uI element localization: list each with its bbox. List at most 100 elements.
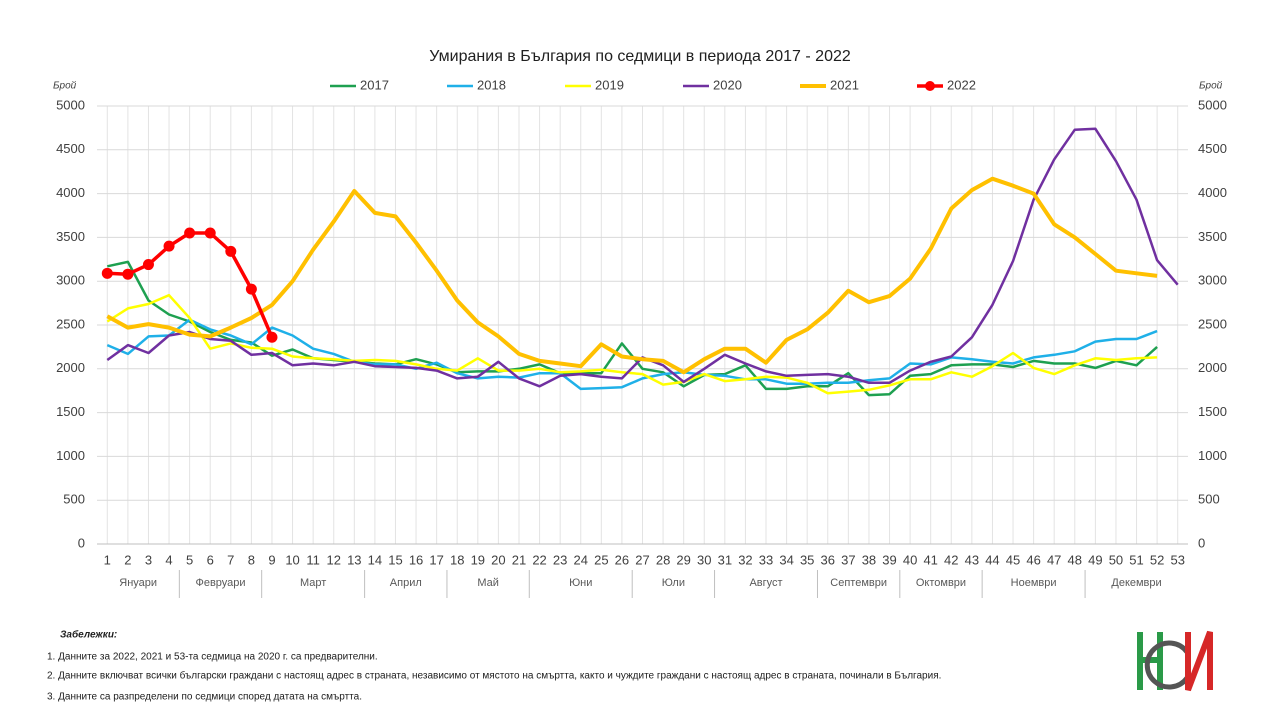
x-tick-label: 53 <box>1170 552 1184 567</box>
series-marker <box>266 331 278 343</box>
x-tick-label: 5 <box>186 552 193 567</box>
month-label: Септември <box>830 577 887 589</box>
series-marker <box>225 245 237 257</box>
legend-label: 2019 <box>595 77 624 92</box>
month-label: Април <box>390 577 422 589</box>
x-tick-label: 6 <box>207 552 214 567</box>
x-tick-label: 12 <box>326 552 340 567</box>
legend-label: 2022 <box>947 77 976 92</box>
x-tick-label: 30 <box>697 552 711 567</box>
x-tick-label: 15 <box>388 552 402 567</box>
y-tick-label: 3500 <box>56 229 85 244</box>
month-label: Октомври <box>916 577 966 589</box>
series-marker <box>245 283 257 295</box>
x-tick-label: 29 <box>676 552 690 567</box>
legend-label: 2020 <box>713 77 742 92</box>
x-tick-label: 45 <box>1006 552 1020 567</box>
note: 3. Данните са разпределени по седмици сп… <box>47 692 362 703</box>
x-tick-label: 50 <box>1109 552 1123 567</box>
series-marker <box>204 227 216 239</box>
x-tick-label: 40 <box>903 552 917 567</box>
legend-marker <box>925 81 935 91</box>
x-tick-label: 17 <box>429 552 443 567</box>
chart-title: Умирания в България по седмици в периода… <box>429 48 851 65</box>
logo <box>1137 630 1213 692</box>
y-tick-label: 500 <box>63 492 85 507</box>
x-tick-label: 25 <box>594 552 608 567</box>
series-marker <box>101 267 113 279</box>
month-label: Януари <box>119 577 157 589</box>
notes-heading: Забележки: <box>60 629 117 641</box>
x-tick-label: 38 <box>862 552 876 567</box>
x-tick-label: 51 <box>1129 552 1143 567</box>
x-tick-label: 19 <box>471 552 485 567</box>
series-marker <box>163 240 175 252</box>
x-tick-label: 7 <box>227 552 234 567</box>
x-tick-label: 21 <box>512 552 526 567</box>
y2-tick-label: 2500 <box>1198 316 1227 331</box>
y2-tick-label: 3000 <box>1198 273 1227 288</box>
x-tick-label: 37 <box>841 552 855 567</box>
x-tick-label: 20 <box>491 552 505 567</box>
x-tick-label: 18 <box>450 552 464 567</box>
note: 2. Данните включват всички български гра… <box>47 670 941 682</box>
month-label: Ноември <box>1011 577 1057 589</box>
series-line <box>106 176 1158 375</box>
legend-label: 2018 <box>477 77 506 92</box>
y2-tick-label: 3500 <box>1198 229 1227 244</box>
month-label: Юли <box>662 577 685 589</box>
y2-tick-label: 500 <box>1198 492 1220 507</box>
x-tick-label: 42 <box>944 552 958 567</box>
x-tick-label: 9 <box>268 552 275 567</box>
y2-tick-label: 5000 <box>1198 97 1227 112</box>
y2-tick-label: 2000 <box>1198 360 1227 375</box>
month-label: Юни <box>569 577 592 589</box>
y-tick-label: 2000 <box>56 360 85 375</box>
x-tick-label: 23 <box>553 552 567 567</box>
x-tick-label: 3 <box>145 552 152 567</box>
x-tick-label: 24 <box>574 552 588 567</box>
month-label: Май <box>477 577 499 589</box>
x-tick-label: 28 <box>656 552 670 567</box>
x-tick-label: 4 <box>165 552 172 567</box>
x-tick-label: 48 <box>1068 552 1082 567</box>
y2-tick-label: 1000 <box>1198 448 1227 463</box>
y2-tick-label: 0 <box>1198 535 1205 550</box>
legend-label: 2021 <box>830 77 859 92</box>
y-tick-label: 1000 <box>56 448 85 463</box>
x-tick-label: 32 <box>738 552 752 567</box>
x-tick-label: 33 <box>759 552 773 567</box>
x-tick-label: 43 <box>965 552 979 567</box>
x-tick-label: 36 <box>821 552 835 567</box>
month-label: Март <box>300 577 326 589</box>
y-tick-label: 4500 <box>56 141 85 156</box>
legend-label: 2017 <box>360 77 389 92</box>
y2-axis-label: Брой <box>1199 81 1223 92</box>
x-tick-label: 26 <box>615 552 629 567</box>
y-tick-label: 2500 <box>56 316 85 331</box>
series-line <box>106 293 1158 395</box>
x-tick-label: 35 <box>800 552 814 567</box>
x-tick-label: 47 <box>1047 552 1061 567</box>
y-tick-label: 3000 <box>56 273 85 288</box>
y2-tick-label: 4500 <box>1198 141 1227 156</box>
series-marker <box>122 268 134 280</box>
month-label: Август <box>749 577 782 589</box>
series-line <box>107 260 1158 397</box>
y-axis-label: Брой <box>53 81 77 92</box>
x-tick-label: 13 <box>347 552 361 567</box>
x-tick-label: 10 <box>285 552 299 567</box>
x-tick-label: 41 <box>923 552 937 567</box>
x-tick-label: 2 <box>124 552 131 567</box>
x-tick-label: 44 <box>985 552 999 567</box>
x-tick-label: 46 <box>1026 552 1040 567</box>
x-tick-label: 14 <box>368 552 382 567</box>
y-tick-label: 4000 <box>56 185 85 200</box>
y2-tick-label: 1500 <box>1198 404 1227 419</box>
x-tick-label: 31 <box>718 552 732 567</box>
y-tick-label: 0 <box>78 535 85 550</box>
y-tick-label: 1500 <box>56 404 85 419</box>
x-tick-label: 39 <box>882 552 896 567</box>
x-tick-label: 11 <box>306 552 320 567</box>
